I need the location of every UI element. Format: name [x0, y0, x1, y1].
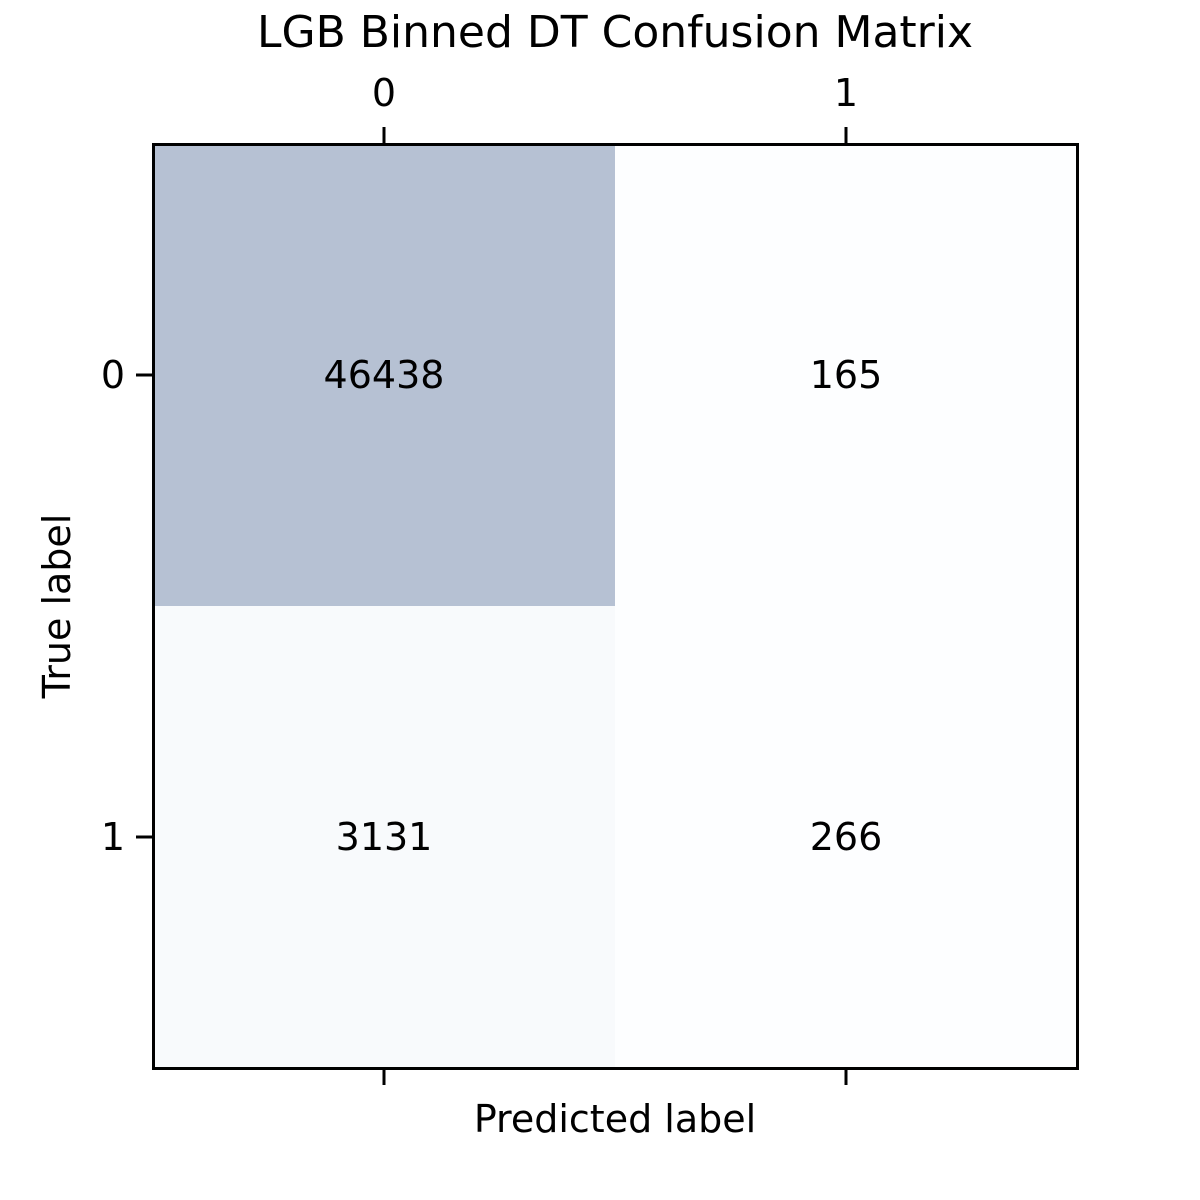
- heatmap-cell-r0-c0: [153, 144, 615, 606]
- cell-value-r0-c1: 165: [810, 353, 883, 397]
- x-tick-label-0: 0: [372, 71, 396, 115]
- heatmap-cell-labels: 46438 165 3131 266: [324, 353, 883, 859]
- heatmap-cell-r0-c1: [615, 144, 1077, 606]
- plot-frame: [152, 143, 1079, 1070]
- x-tick-label-1: 1: [834, 71, 858, 115]
- y-tick-label-1: 1: [101, 815, 125, 859]
- y-axis-ticks: 01: [101, 353, 153, 859]
- x-axis-label: Predicted label: [474, 1097, 756, 1141]
- y-axis-label: True label: [35, 514, 79, 700]
- cell-value-r1-c0: 3131: [336, 815, 433, 859]
- heatmap-cell-r1-c0: [153, 606, 615, 1068]
- cell-value-r0-c0: 46438: [324, 353, 445, 397]
- chart-title: LGB Binned DT Confusion Matrix: [257, 7, 973, 58]
- heatmap-cell-r1-c1: [615, 606, 1077, 1068]
- heatmap-cells: [153, 144, 1077, 1068]
- cell-value-r1-c1: 266: [810, 815, 883, 859]
- y-tick-label-0: 0: [101, 353, 125, 397]
